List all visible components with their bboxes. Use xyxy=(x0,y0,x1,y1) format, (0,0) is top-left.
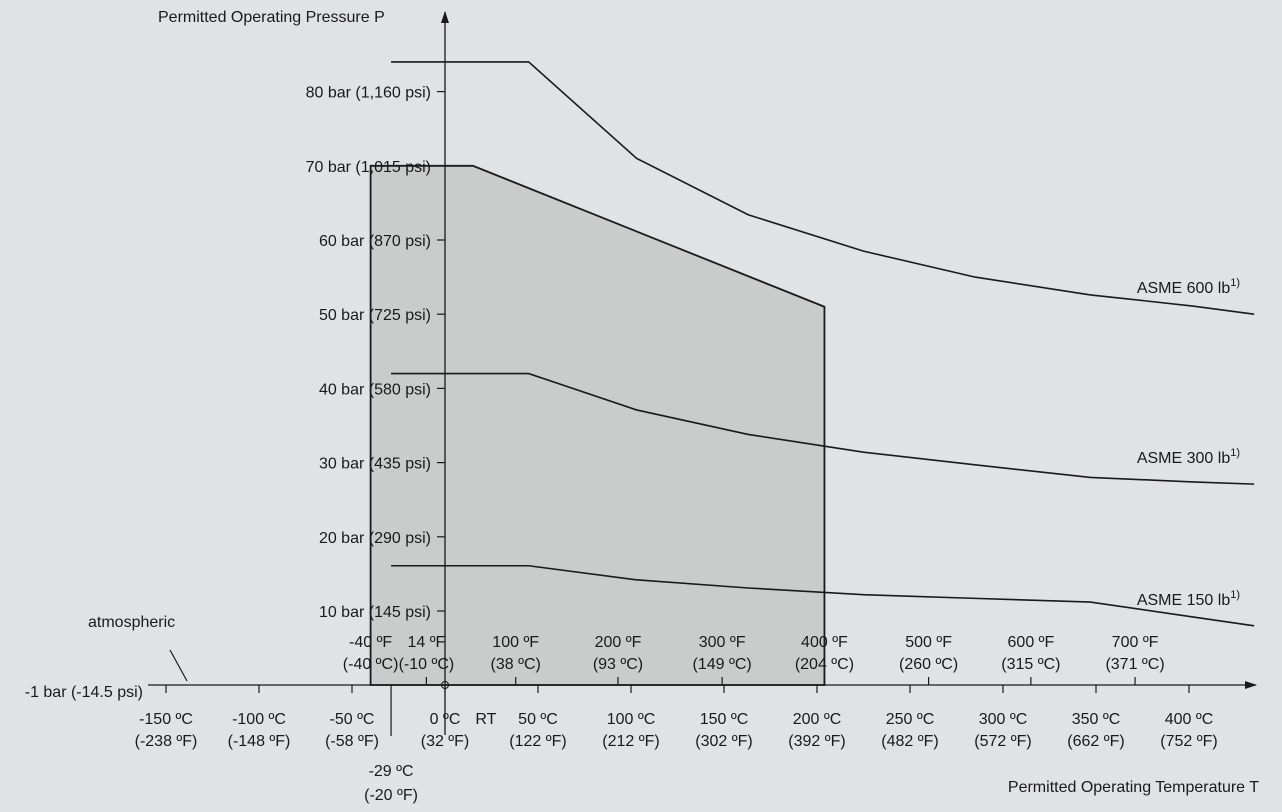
x-tick-label-fahrenheit-equivalent: (662 ºF) xyxy=(1067,733,1124,750)
y-tick-label: 20 bar (290 psi) xyxy=(319,530,431,547)
series-label: ASME 300 lb1) xyxy=(1137,447,1240,467)
x-tick-label-celsius: 300 ºC xyxy=(979,711,1028,728)
atmospheric-value-label: -1 bar (-14.5 psi) xyxy=(25,684,143,701)
y-tick-label: 70 bar (1,015 psi) xyxy=(306,159,431,176)
min-temp-marker-label-f: (-20 ºF) xyxy=(364,787,418,804)
x-tick-label-celsius: 200 ºC xyxy=(793,711,842,728)
min-temp-marker-label: -29 ºC xyxy=(369,763,414,780)
series-label-superscript: 1) xyxy=(1230,447,1240,459)
x-tick-label-fahrenheit-equivalent: (-238 ºF) xyxy=(135,733,198,750)
x-tick-label-celsius: 0 ºC xyxy=(430,711,461,728)
x-tick-label-celsius-equivalent: (149 ºC) xyxy=(693,656,752,673)
rt-label: RT xyxy=(475,711,496,728)
x-tick-label-celsius: -50 ºC xyxy=(330,711,375,728)
x-tick-label-celsius: 350 ºC xyxy=(1072,711,1121,728)
x-axis-label: Permitted Operating Temperature T xyxy=(1008,779,1259,796)
operating-region-layer xyxy=(369,164,826,686)
x-tick-label-fahrenheit-equivalent: (482 ºF) xyxy=(881,733,938,750)
axes xyxy=(148,11,1257,736)
x-tick-label-celsius: -150 ºC xyxy=(139,711,193,728)
x-tick-label-celsius: 100 ºC xyxy=(607,711,656,728)
x-tick-label-celsius-equivalent: (38 ºC) xyxy=(491,656,541,673)
x-tick-label-fahrenheit: 500 ºF xyxy=(905,634,952,651)
x-tick-label-fahrenheit-equivalent: (302 ºF) xyxy=(695,733,752,750)
atmospheric-leader-line xyxy=(169,649,188,682)
x-tick-label-fahrenheit: 14 ºF xyxy=(407,634,445,651)
x-tick-label-celsius-equivalent: (204 ºC) xyxy=(795,656,854,673)
x-tick-label-celsius: -100 ºC xyxy=(232,711,286,728)
x-tick-label-fahrenheit: 100 ºF xyxy=(492,634,539,651)
y-tick-label: 50 bar (725 psi) xyxy=(319,307,431,324)
x-tick-label-celsius-equivalent: (-10 ºC) xyxy=(399,656,455,673)
series-label: ASME 150 lb1) xyxy=(1137,589,1240,609)
x-tick-label-fahrenheit-equivalent: (752 ºF) xyxy=(1160,733,1217,750)
labels-layer: Permitted Operating Pressure P Permitted… xyxy=(25,9,1259,804)
series-label-superscript: 1) xyxy=(1230,277,1240,289)
y-tick-label: 10 bar (145 psi) xyxy=(319,604,431,621)
x-tick-label-celsius: 400 ºC xyxy=(1165,711,1214,728)
y-axis-label: Permitted Operating Pressure P xyxy=(158,9,385,26)
y-tick-label: 80 bar (1,160 psi) xyxy=(306,85,431,102)
x-tick-label-fahrenheit: 400 ºF xyxy=(801,634,848,651)
series-layer xyxy=(391,61,1255,627)
x-tick-label-celsius-equivalent: (260 ºC) xyxy=(899,656,958,673)
x-tick-label-fahrenheit-equivalent: (572 ºF) xyxy=(974,733,1031,750)
x-tick-label-fahrenheit-equivalent: (122 ºF) xyxy=(509,733,566,750)
x-tick-label-celsius-equivalent: (93 ºC) xyxy=(593,656,643,673)
x-tick-label-celsius-equivalent: (371 ºC) xyxy=(1105,656,1164,673)
x-tick-label-fahrenheit: 200 ºF xyxy=(595,634,642,651)
x-tick-label-fahrenheit-equivalent: (392 ºF) xyxy=(788,733,845,750)
y-tick-label: 60 bar (870 psi) xyxy=(319,233,431,250)
series-line xyxy=(391,372,1255,485)
series-label: ASME 600 lb1) xyxy=(1137,277,1240,297)
x-tick-label-celsius-equivalent: (-40 ºC) xyxy=(343,656,399,673)
x-tick-label-fahrenheit: -40 ºF xyxy=(349,634,392,651)
y-tick-label: 30 bar (435 psi) xyxy=(319,456,431,473)
series-label-superscript: 1) xyxy=(1230,589,1240,601)
x-tick-label-fahrenheit-equivalent: (-58 ºF) xyxy=(325,733,379,750)
x-tick-label-fahrenheit-equivalent: (-148 ºF) xyxy=(228,733,291,750)
x-tick-label-fahrenheit: 700 ºF xyxy=(1112,634,1159,651)
series-line xyxy=(391,61,1255,315)
x-tick-label-celsius-equivalent: (315 ºC) xyxy=(1001,656,1060,673)
atmospheric-label: atmospheric xyxy=(88,614,175,631)
x-tick-label-fahrenheit-equivalent: (212 ºF) xyxy=(602,733,659,750)
x-tick-label-fahrenheit: 300 ºF xyxy=(699,634,746,651)
x-tick-label-celsius: 250 ºC xyxy=(886,711,935,728)
x-tick-label-celsius: 150 ºC xyxy=(700,711,749,728)
operating-region xyxy=(369,164,826,686)
x-tick-label-fahrenheit-equivalent: (32 ºF) xyxy=(421,733,470,750)
series-line xyxy=(391,564,1255,627)
x-tick-label-fahrenheit: 600 ºF xyxy=(1008,634,1055,651)
y-tick-label: 40 bar (580 psi) xyxy=(319,381,431,398)
x-tick-label-celsius: 50 ºC xyxy=(518,711,558,728)
